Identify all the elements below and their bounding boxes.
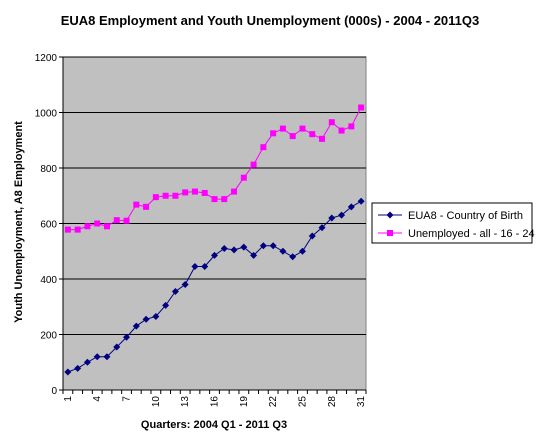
legend-label: Unemployed - all - 16 - 24 [408, 228, 535, 240]
x-tick-label: 13 [180, 396, 191, 408]
legend-marker [387, 230, 393, 236]
x-axis-label: Quarters: 2004 Q1 - 2011 Q3 [141, 419, 287, 431]
x-tick-label: 19 [239, 396, 250, 408]
data-point [260, 144, 267, 151]
data-point [201, 263, 209, 271]
data-point [201, 189, 208, 196]
data-point [191, 263, 199, 271]
data-point [338, 127, 345, 134]
data-point [358, 104, 365, 111]
chart-title: EUA8 Employment and Youth Unemployment (… [61, 13, 480, 28]
data-point [132, 322, 140, 330]
data-point [181, 281, 189, 289]
y-tick-labels: 0 200 400 600 800 1000 1200 [35, 53, 58, 397]
data-point [269, 242, 277, 250]
data-point [328, 119, 335, 126]
y-tick-label: 1000 [35, 109, 58, 120]
data-point [152, 194, 159, 201]
data-point [289, 133, 296, 140]
data-point [231, 188, 238, 195]
legend-marker [386, 211, 394, 219]
x-tick-label: 7 [122, 396, 133, 402]
data-point [298, 247, 306, 255]
data-point [309, 131, 316, 138]
data-point [319, 135, 326, 142]
data-point [279, 247, 287, 255]
x-tick-label: 25 [297, 396, 308, 408]
series-group [64, 104, 365, 376]
gridlines [63, 56, 366, 335]
y-tick-label: 400 [40, 275, 57, 286]
data-point [123, 333, 131, 341]
data-point [143, 203, 150, 210]
data-point [308, 232, 316, 240]
data-point [94, 220, 101, 227]
data-point [279, 125, 286, 132]
y-axis-label: Youth Unemployment, A8 Employment [13, 121, 25, 323]
data-point [211, 196, 218, 203]
data-point [113, 343, 121, 351]
x-tick-label: 28 [327, 396, 338, 408]
data-point [357, 197, 365, 205]
data-point [240, 243, 248, 251]
legend-label: EUA8 - Country of Birth [408, 210, 523, 222]
data-point [191, 188, 198, 195]
data-point [123, 217, 130, 224]
axes [59, 56, 367, 394]
data-point [211, 251, 218, 259]
data-point [64, 368, 72, 376]
data-point [240, 174, 247, 181]
y-tick-label: 600 [40, 220, 57, 231]
data-point [348, 123, 355, 130]
legend-box [371, 202, 533, 244]
y-tick-label: 0 [51, 386, 57, 397]
x-tick-label: 10 [151, 396, 162, 408]
data-point [182, 189, 189, 196]
data-point [113, 217, 120, 224]
data-point [250, 161, 257, 168]
data-point [318, 224, 326, 232]
data-point [299, 125, 306, 132]
data-point [289, 253, 297, 261]
data-point [172, 192, 179, 199]
data-point [259, 242, 267, 250]
data-point [93, 353, 101, 361]
series-2 [64, 104, 365, 233]
y-tick-label: 800 [40, 164, 57, 175]
data-point [84, 223, 91, 230]
data-point [74, 226, 81, 233]
data-point [220, 244, 228, 252]
x-tick-labels: 1 4 7 10 13 16 19 22 25 28 31 [63, 396, 367, 408]
data-point [162, 192, 169, 199]
data-point [103, 353, 111, 361]
data-point [171, 287, 179, 295]
y-tick-label: 200 [40, 331, 57, 342]
data-point [133, 201, 140, 208]
x-tick-label: 22 [268, 396, 279, 408]
data-point [142, 315, 150, 323]
y-tick-label: 1200 [35, 53, 58, 64]
x-tick-label: 4 [92, 396, 103, 402]
series-1 [64, 197, 365, 376]
data-point [347, 203, 355, 211]
data-point [230, 246, 238, 254]
data-point [270, 130, 277, 137]
x-tick-label: 31 [356, 396, 367, 408]
data-point [83, 358, 91, 366]
x-tick-label: 16 [210, 396, 221, 408]
data-point [74, 364, 82, 372]
legend: EUA8 - Country of Birth Unemployed - all … [371, 202, 535, 244]
data-point [221, 196, 228, 203]
data-point [162, 301, 170, 309]
data-point [328, 214, 336, 222]
x-tick-label: 1 [63, 396, 74, 402]
data-point [152, 312, 160, 320]
data-point [338, 211, 346, 219]
data-point [103, 223, 110, 230]
data-point [64, 226, 71, 233]
data-point [250, 251, 258, 259]
